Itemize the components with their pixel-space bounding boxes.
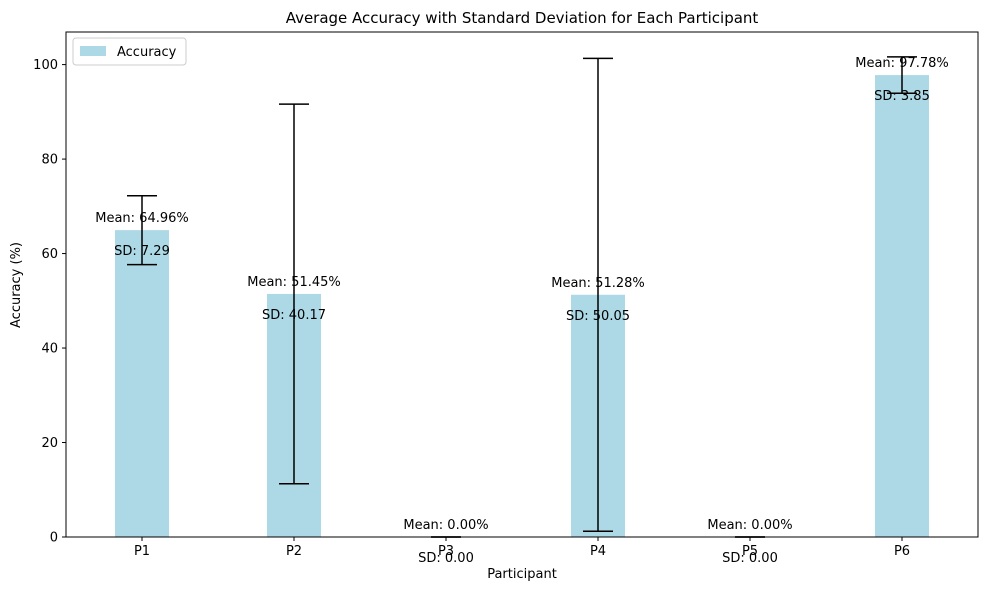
x-tick-label: P1 — [134, 544, 150, 559]
x-tick-label: P3 — [438, 544, 454, 559]
x-tick-label: P2 — [286, 544, 302, 559]
legend-frame — [72, 37, 187, 66]
chart-title: Average Accuracy with Standard Deviation… — [286, 9, 759, 27]
legend-label: Accuracy — [117, 45, 177, 60]
y-tick-label: 40 — [41, 342, 58, 357]
legend: Accuracy — [72, 37, 187, 66]
x-tick-label: P6 — [894, 544, 910, 559]
x-tick-label: P5 — [742, 544, 758, 559]
mean-label: Mean: 0.00% — [403, 518, 488, 533]
legend-swatch — [80, 46, 106, 56]
sd-label: SD: 40.17 — [262, 308, 326, 323]
plot-frame — [65, 31, 979, 538]
x-axis-label: Participant — [487, 567, 557, 582]
mean-label: Mean: 64.96% — [95, 211, 189, 226]
y-tick-label: 100 — [33, 58, 58, 73]
y-axis-label: Accuracy (%) — [9, 242, 24, 328]
sd-label: SD: 7.29 — [114, 244, 170, 259]
bar-p6 — [875, 75, 929, 537]
y-tick-label: 60 — [41, 247, 58, 262]
y-tick-label: 20 — [41, 436, 58, 451]
sd-label: SD: 0.00 — [722, 551, 778, 566]
mean-label: Mean: 51.28% — [551, 276, 645, 291]
sd-label: SD: 0.00 — [418, 551, 474, 566]
mean-label: Mean: 51.45% — [247, 275, 341, 290]
bar-p1 — [115, 230, 169, 537]
y-tick-label: 80 — [41, 153, 58, 168]
mean-label: Mean: 0.00% — [707, 518, 792, 533]
sd-label: SD: 50.05 — [566, 309, 630, 324]
sd-label: SD: 3.85 — [874, 89, 930, 104]
y-tick-label: 0 — [50, 531, 58, 546]
x-tick-label: P4 — [590, 544, 606, 559]
mean-label: Mean: 97.78% — [855, 56, 949, 71]
